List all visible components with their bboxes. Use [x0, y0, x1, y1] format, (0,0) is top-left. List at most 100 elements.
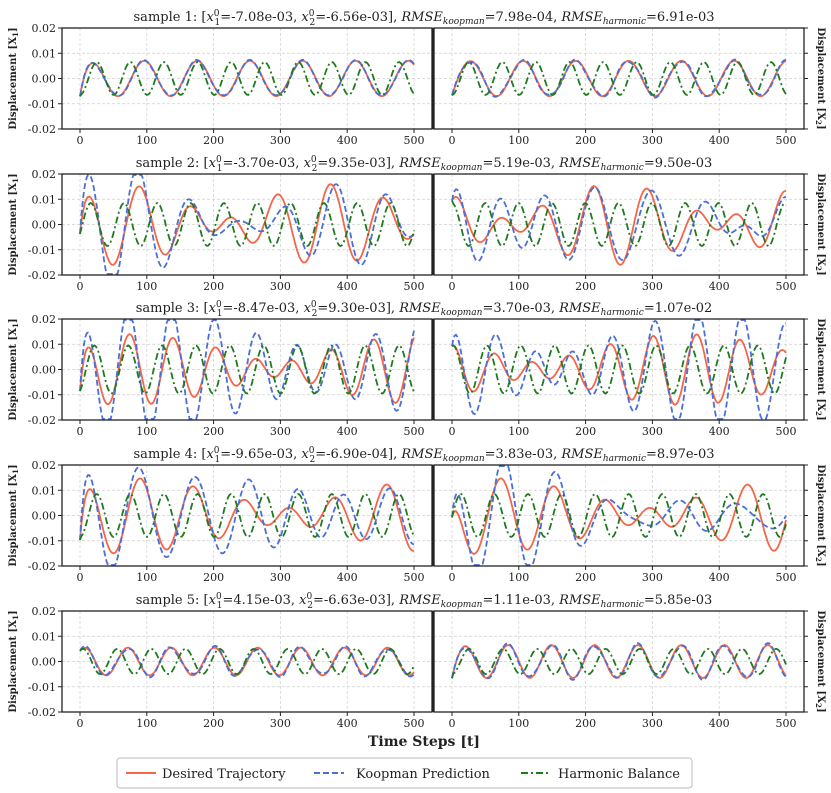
x-tick-label: 500	[404, 571, 425, 584]
panel-row-3: sample 3: [x0 1=-8.47e-03, x0 2=9.30e-03],…	[8, 300, 826, 438]
y-tick-label: -0.01	[28, 244, 56, 257]
x-axis-label: Time Steps [t]	[368, 734, 480, 750]
y-tick-label: 0.02	[32, 313, 57, 326]
subplot-right: 0 100 200 300 400 500	[433, 464, 808, 584]
legend-label-desired: Desired Trajectory	[162, 767, 286, 782]
y-tick-label: -0.02	[28, 414, 56, 427]
y-tick-label: 0.02	[32, 459, 57, 472]
koopman-line	[79, 319, 415, 420]
x-tick-label: 400	[709, 134, 730, 147]
x-tick-label: 0	[77, 134, 84, 147]
y-tick-label: 0.02	[32, 605, 57, 618]
x-tick-label: 400	[709, 571, 730, 584]
x-tick-label: 100	[508, 134, 529, 147]
y-axis-label-left: Displacement [X1]	[8, 173, 20, 275]
y-tick-label: -0.01	[28, 98, 56, 111]
x-tick-label: 0	[77, 425, 84, 438]
x-tick-label: 300	[270, 717, 291, 730]
x-tick-label: 0	[449, 571, 456, 584]
y-tick-label: 0.01	[32, 630, 57, 643]
y-tick-label: 0.00	[32, 510, 57, 523]
x-tick-label: 200	[575, 425, 596, 438]
x-tick-label: 100	[508, 425, 529, 438]
x-tick-label: 0	[77, 571, 84, 584]
x-tick-label: 0	[77, 280, 84, 293]
panels: sample 1: [x0 1=-7.08e-03, x0 2=-6.56e-03]…	[8, 9, 826, 730]
x-tick-label: 200	[575, 280, 596, 293]
desired-line	[451, 477, 787, 555]
x-tick-label: 300	[642, 717, 663, 730]
x-tick-label: 200	[203, 280, 224, 293]
desired-line	[79, 183, 415, 266]
harmonic-line	[79, 344, 415, 395]
harmonic-line	[451, 647, 787, 679]
x-tick-label: 100	[508, 717, 529, 730]
subplot-right: 0 100 200 300 400 500	[433, 27, 808, 147]
x-tick-label: 500	[776, 571, 797, 584]
x-tick-label: 100	[136, 717, 157, 730]
x-tick-label: 400	[337, 134, 358, 147]
x-tick-label: 300	[270, 425, 291, 438]
x-tick-label: 500	[776, 134, 797, 147]
y-tick-label: -0.02	[28, 269, 56, 282]
y-tick-label: -0.01	[28, 389, 56, 402]
panel-row-4: sample 4: [x0 1=-9.65e-03, x0 2=-6.90e-04]…	[8, 446, 826, 584]
y-axis-label-left: Displacement [X1]	[8, 464, 20, 566]
x-tick-label: 200	[203, 134, 224, 147]
y-tick-label: 0.01	[32, 47, 57, 60]
subplot-left: 0 100 200 300 400 500 -0.02 -0.01 0.00 0.01 0.02	[28, 313, 433, 438]
x-tick-label: 200	[203, 571, 224, 584]
subplot-left: 0 100 200 300 400 500 -0.02 -0.01 0.00 0.01 0.02	[28, 605, 433, 730]
koopman-line	[451, 186, 787, 263]
x-tick-label: 300	[642, 134, 663, 147]
x-tick-label: 400	[337, 571, 358, 584]
x-tick-label: 400	[337, 280, 358, 293]
x-tick-label: 500	[404, 280, 425, 293]
x-tick-label: 500	[776, 280, 797, 293]
subplot-right: 0 100 200 300 400 500	[433, 610, 808, 730]
x-tick-label: 400	[709, 717, 730, 730]
x-tick-label: 100	[136, 425, 157, 438]
x-tick-label: 400	[709, 425, 730, 438]
y-axis-label-left: Displacement [X1]	[8, 27, 20, 129]
x-tick-label: 300	[270, 280, 291, 293]
x-tick-label: 500	[404, 717, 425, 730]
y-tick-label: 0.02	[32, 168, 57, 181]
x-tick-label: 0	[449, 134, 456, 147]
panel-row-2: sample 2: [x0 1=-3.70e-03, x0 2=9.35e-03],…	[8, 155, 826, 293]
x-tick-label: 0	[449, 717, 456, 730]
koopman-line	[451, 58, 787, 99]
legend-label-koopman: Koopman Prediction	[356, 767, 491, 782]
harmonic-line	[79, 61, 415, 97]
x-tick-label: 500	[404, 134, 425, 147]
panel-title: sample 1: [x0 1=-7.08e-03, x0 2=-6.56e-03]…	[134, 9, 715, 28]
koopman-line	[79, 466, 415, 566]
y-tick-label: 0.00	[32, 364, 57, 377]
legend: Desired Trajectory Koopman Prediction Ha…	[116, 757, 693, 789]
panel-title: sample 5: [x0 1=4.15e-03, x0 2=-6.63e-03],…	[136, 592, 713, 611]
harmonic-line	[451, 492, 787, 539]
panel-title: sample 4: [x0 1=-9.65e-03, x0 2=-6.90e-04]…	[134, 446, 715, 465]
legend-label-harmonic: Harmonic Balance	[558, 767, 680, 782]
x-tick-label: 300	[270, 134, 291, 147]
y-tick-label: 0.00	[32, 219, 57, 232]
koopman-line	[79, 174, 415, 275]
y-tick-label: -0.02	[28, 706, 56, 719]
harmonic-line	[451, 200, 787, 248]
x-tick-label: 100	[508, 280, 529, 293]
y-axis-label-right: Displacement [X2]	[814, 318, 826, 420]
koopman-line	[451, 319, 787, 420]
koopman-line	[79, 58, 415, 97]
x-tick-label: 100	[136, 280, 157, 293]
x-tick-label: 0	[77, 717, 84, 730]
y-axis-label-right: Displacement [X2]	[814, 173, 826, 275]
y-axis-label-right: Displacement [X2]	[814, 464, 826, 566]
x-tick-label: 100	[508, 571, 529, 584]
panel-title: sample 3: [x0 1=-8.47e-03, x0 2=9.30e-03],…	[136, 300, 713, 319]
x-tick-label: 400	[709, 280, 730, 293]
x-tick-label: 100	[136, 571, 157, 584]
y-tick-label: 0.01	[32, 338, 57, 351]
x-tick-label: 200	[575, 717, 596, 730]
koopman-line	[451, 465, 787, 566]
